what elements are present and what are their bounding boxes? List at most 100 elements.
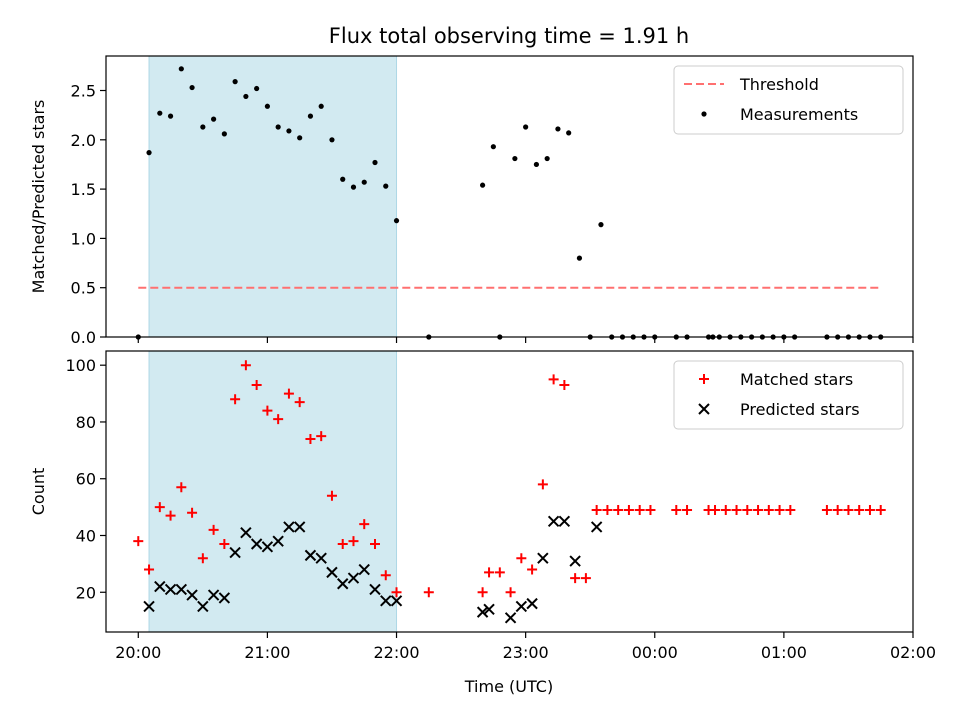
data-point [350,184,357,190]
data-point [372,159,378,166]
data-point [176,482,187,493]
panel-ratio: 0.0 0.5 1.0 1.5 2.0 2.5 Matched/Predicted star… [29,55,914,347]
x-tick-label: 02:00 [890,643,936,662]
series-matched-stars [133,360,886,598]
y-tick-label: 20 [76,583,96,602]
data-point [272,535,284,547]
data-point [154,502,165,513]
data-point [273,414,284,425]
y-tick-label: 60 [76,470,96,489]
data-point [380,595,392,607]
observing-span [148,350,398,633]
data-point [297,135,303,141]
data-point [682,504,693,515]
x-tick-label: 00:00 [632,643,678,662]
data-point [165,510,176,521]
data-point [598,222,604,228]
x-tick-label: 22:00 [373,643,419,662]
x-tick-label: 01:00 [761,643,807,662]
data-point [275,124,281,130]
data-point [358,563,370,576]
data-point [854,504,865,515]
data-point [229,546,241,559]
data-point [240,360,251,371]
panel-counts: 20 40 60 80 100 20:00 21:00 22:00 23:00 00:00 01:0… [29,350,936,662]
data-point [251,380,262,391]
legend-matched-swatch [699,374,709,384]
legend: Threshold Measurements [673,65,904,135]
data-point [477,587,488,598]
data-point [304,549,317,562]
axes-frame [105,350,914,633]
data-point [189,84,195,91]
data-point [423,587,434,598]
data-point [167,113,174,119]
chart-title: Flux total observing time = 1.91 h [329,24,689,48]
data-point [230,394,241,405]
data-point [175,583,188,596]
legend-predicted-swatch [698,403,710,415]
data-point [390,595,403,607]
data-point [315,552,327,564]
observing-span [148,55,398,338]
data-point [613,504,624,515]
y-tick-label: 40 [76,526,96,545]
data-point [219,539,230,550]
data-point [566,130,572,136]
data-point [250,538,263,550]
data-point [232,79,238,85]
data-point [262,405,273,416]
data-point [207,589,220,601]
y-tick-label: 0.5 [71,279,96,298]
data-point [164,583,177,596]
data-point [383,183,389,189]
data-point [178,66,184,72]
data-point [293,521,306,533]
data-point [875,504,886,515]
legend-label: Predicted stars [740,400,860,419]
data-point [261,541,274,553]
data-point [505,587,516,598]
data-point [591,504,602,515]
data-point [537,552,549,564]
legend-measurements-swatch [701,111,707,117]
data-point [527,564,538,575]
data-point [763,504,774,515]
y-tick-label: 80 [76,413,96,432]
data-point [544,155,550,162]
data-point [307,113,314,119]
legend: Matched stars Predicted stars [673,360,904,430]
data-point [483,603,495,616]
y-tick-label: 0.0 [71,328,96,347]
data-point [211,116,217,122]
legend-box [673,65,904,135]
data-point [283,521,295,533]
data-point [197,600,209,613]
data-point [634,504,645,515]
data-point [197,553,208,564]
data-point [286,128,292,134]
data-point [623,504,634,515]
data-point [516,553,527,564]
data-point [570,573,581,584]
data-point [208,524,219,535]
y-axis-label: Matched/Predicted stars [29,100,48,294]
data-point [391,587,402,598]
data-point [753,504,764,515]
data-point [294,397,305,408]
data-point [393,218,400,224]
legend-label: Measurements [740,105,858,124]
data-point [337,539,348,550]
data-point [731,504,742,515]
legend-label: Matched stars [740,370,853,389]
x-tick-label: 20:00 [115,643,161,662]
data-point [710,504,721,515]
data-point [645,504,656,515]
data-point [602,504,613,515]
data-point [370,539,380,550]
data-point [580,573,591,584]
data-point [494,567,505,578]
data-point [337,578,349,590]
data-point [576,255,583,261]
